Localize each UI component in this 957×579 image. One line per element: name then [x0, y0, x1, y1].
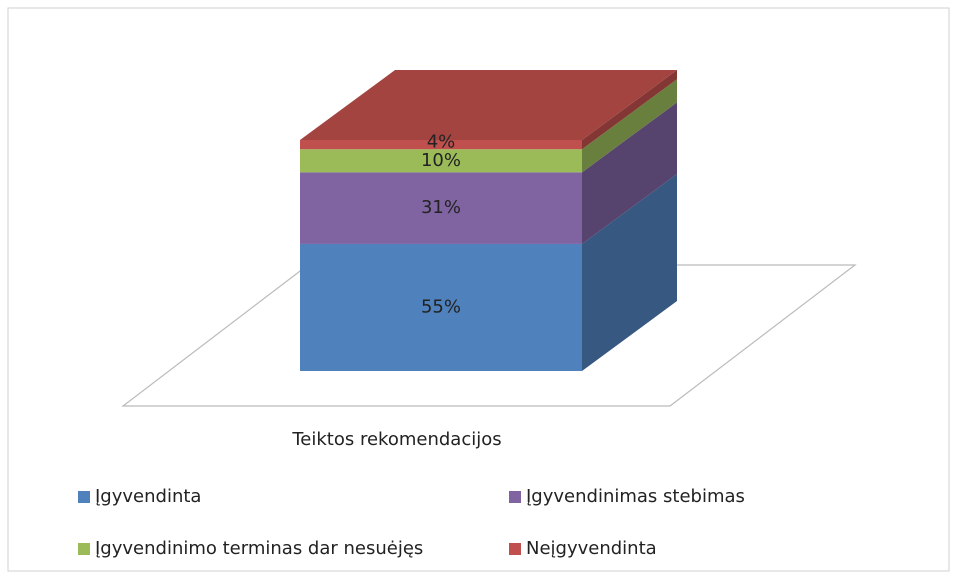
legend-marker [78, 543, 90, 555]
legend-marker [78, 491, 90, 503]
bar-top [300, 70, 677, 140]
legend-label: Neįgyvendinta [526, 538, 657, 559]
bar-front [300, 243, 582, 371]
bar-side [582, 70, 677, 150]
legend-label: Įgyvendinimas stebimas [526, 486, 745, 507]
legend-marker [509, 543, 521, 555]
bar-side [582, 173, 677, 371]
data-label: 4% [427, 132, 456, 153]
data-label: 55% [421, 296, 461, 317]
legend-label: Įgyvendinimo terminas dar nesuėjęs [95, 538, 423, 559]
bar-side [582, 79, 677, 173]
bar-front [300, 149, 582, 173]
bar-side [582, 102, 677, 244]
bar-front [300, 172, 582, 244]
x-tick-label: Teiktos rekomendacijos [291, 429, 501, 450]
data-label: 31% [421, 197, 461, 218]
legend-label: Įgyvendinta [95, 486, 201, 507]
legend-marker [509, 491, 521, 503]
data-label: 10% [421, 150, 461, 171]
bar-front [300, 140, 582, 150]
